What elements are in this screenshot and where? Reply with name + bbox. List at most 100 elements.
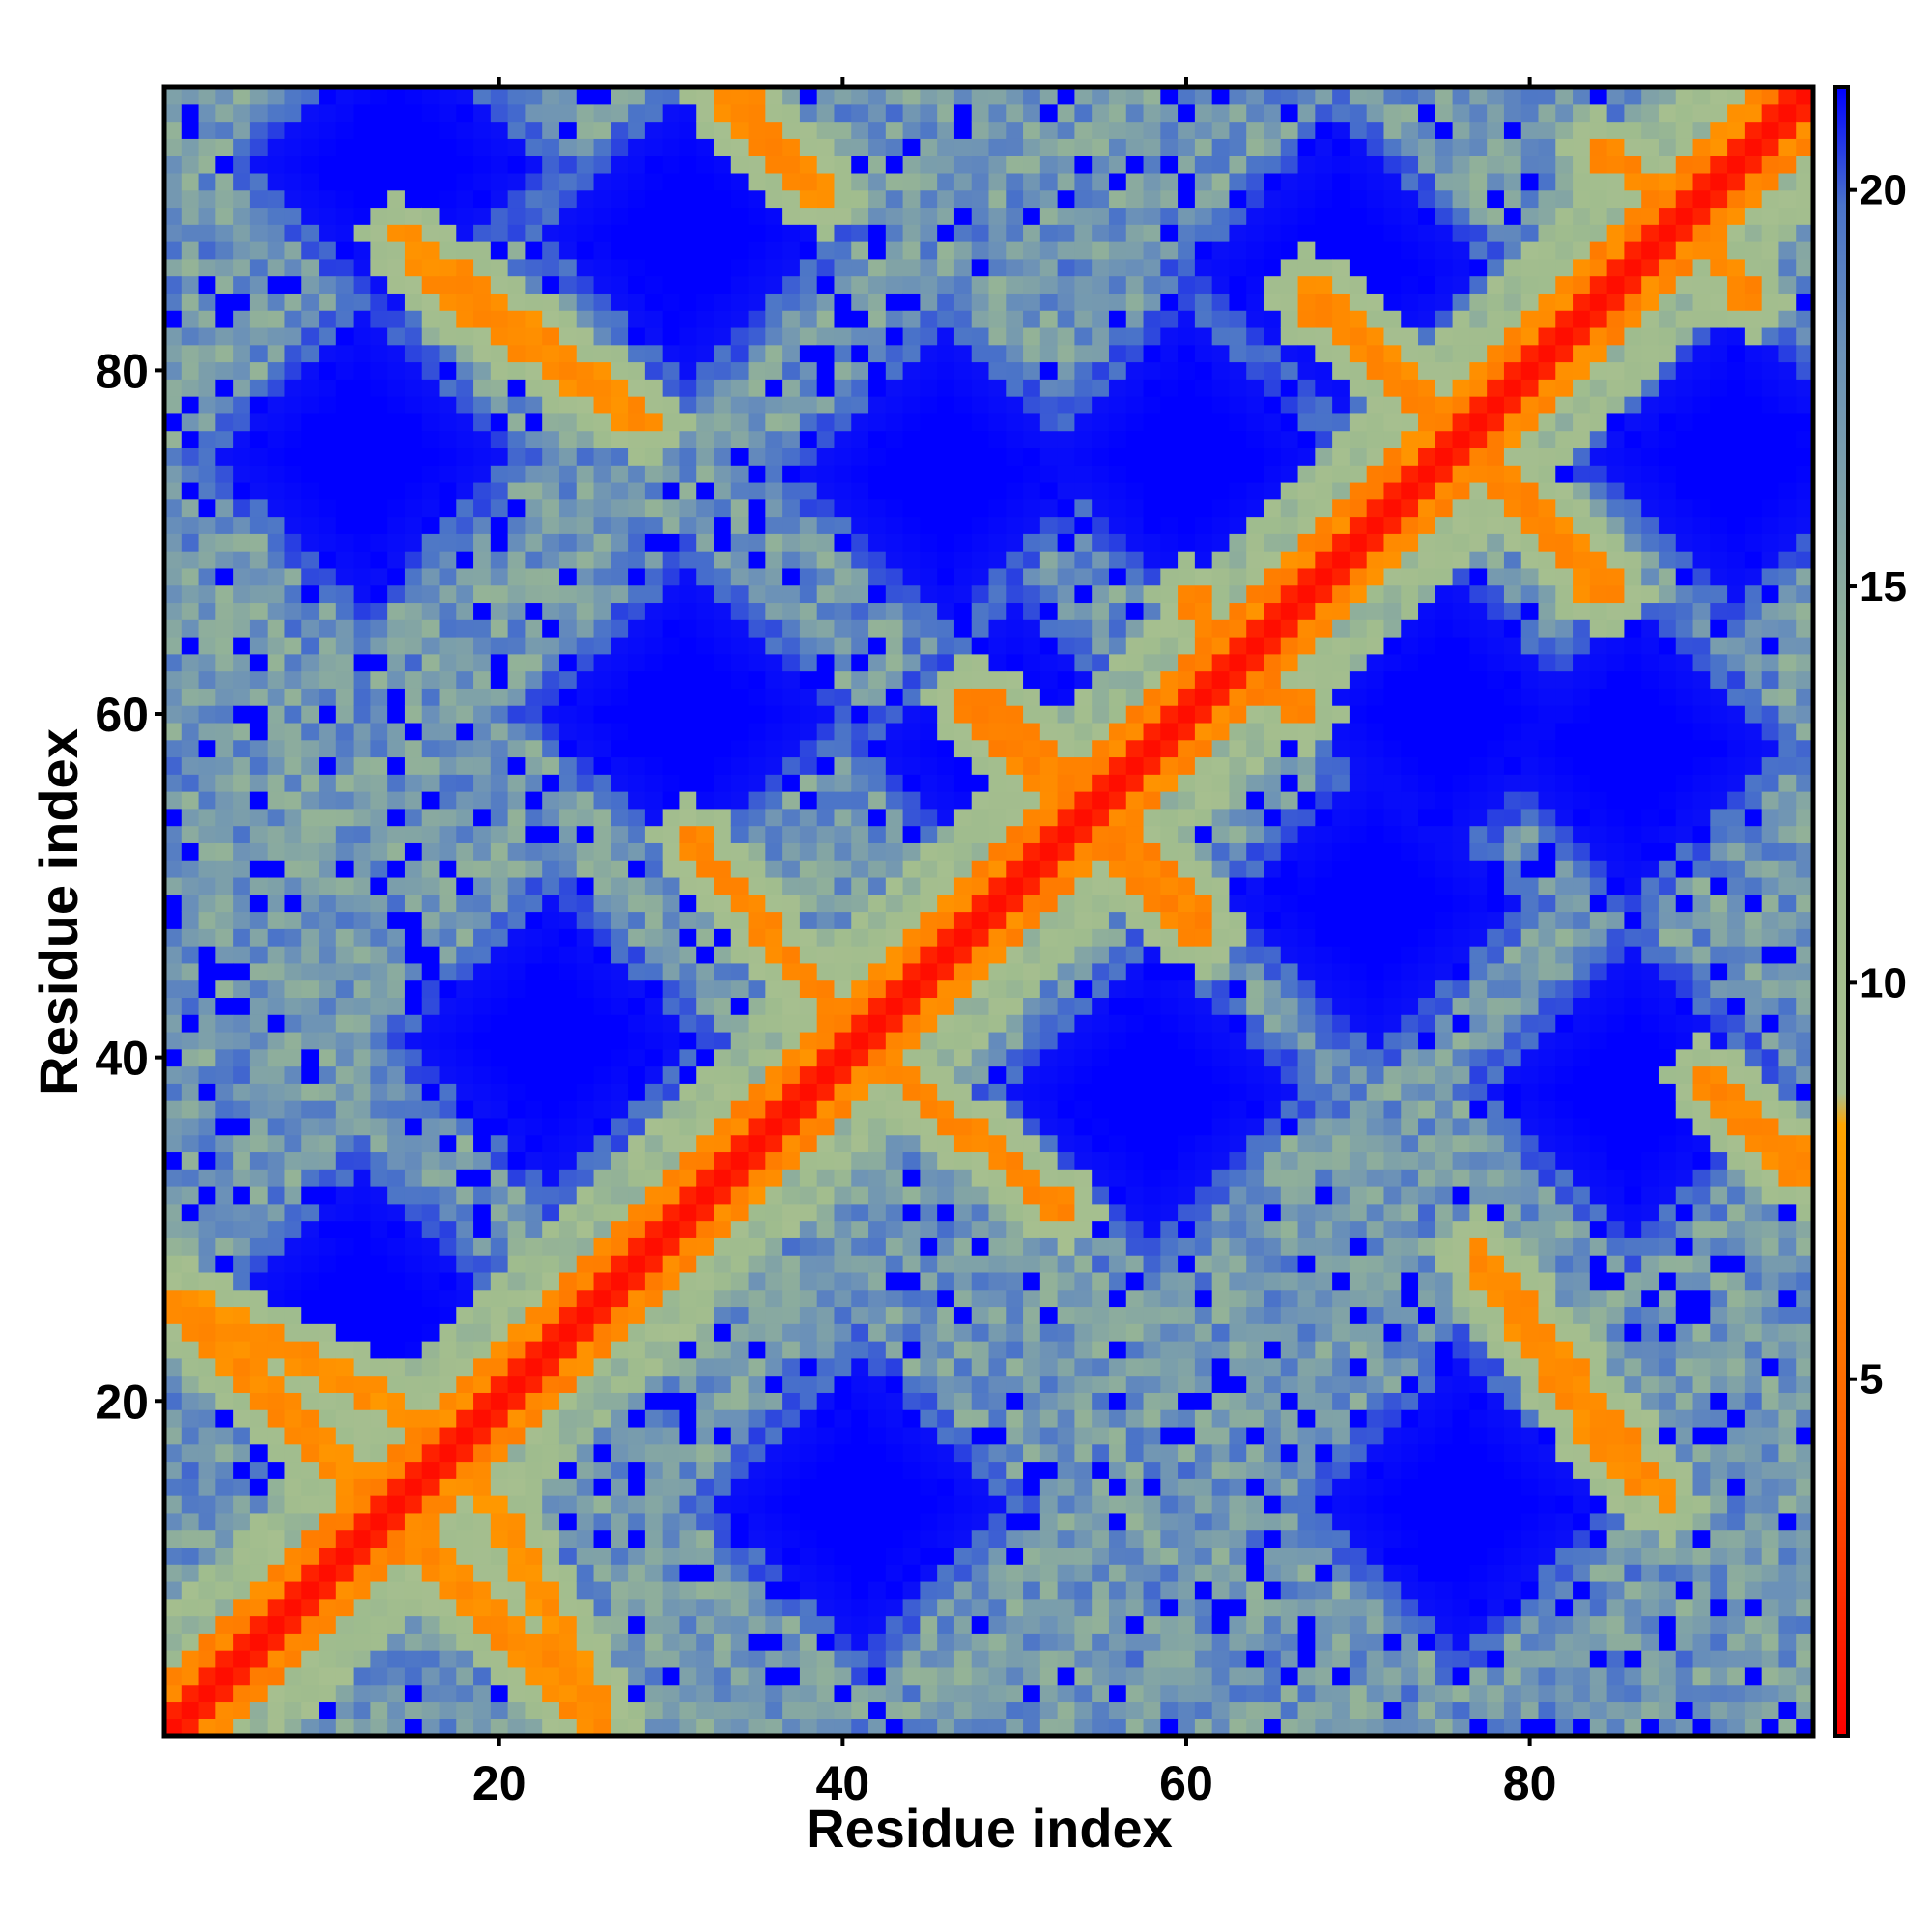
heatmap-cell [611, 379, 629, 397]
heatmap-cell [301, 894, 320, 913]
heatmap-cell [507, 1580, 526, 1600]
heatmap-cell [953, 928, 973, 947]
heatmap-cell [576, 189, 595, 209]
heatmap-cell [181, 876, 200, 895]
heatmap-cell [284, 172, 302, 191]
heatmap-cell [971, 87, 990, 105]
heatmap-cell [198, 1065, 216, 1084]
heatmap-cell [301, 379, 320, 397]
heatmap-cell [335, 584, 355, 604]
heatmap-cell [370, 379, 388, 397]
heatmap-cell [628, 739, 646, 758]
heatmap-cell [696, 533, 715, 552]
heatmap-cell [1057, 1684, 1076, 1703]
heatmap-cell [301, 396, 320, 414]
heatmap-cell [902, 1186, 921, 1205]
heatmap-cell [525, 1547, 543, 1565]
heatmap-cell [611, 876, 629, 895]
heatmap-cell [507, 1633, 526, 1651]
heatmap-cell [953, 121, 973, 139]
heatmap-cell [816, 1666, 836, 1686]
heatmap-cell [490, 516, 509, 534]
heatmap-cell [542, 1065, 560, 1084]
heatmap-cell [164, 465, 183, 483]
heatmap-cell [611, 911, 629, 929]
heatmap-cell [335, 156, 355, 174]
heatmap-cell [679, 1650, 697, 1668]
heatmap-cell [490, 1306, 509, 1324]
heatmap-cell [765, 1169, 783, 1187]
heatmap-cell [319, 808, 337, 827]
heatmap-cell [628, 1426, 646, 1445]
heatmap-cell [198, 1666, 216, 1686]
heatmap-cell [628, 637, 646, 655]
heatmap-cell [301, 1512, 320, 1531]
heatmap-cell [576, 1375, 595, 1393]
heatmap-cell [404, 156, 423, 174]
heatmap-cell [611, 1134, 629, 1153]
heatmap-cell [782, 911, 801, 929]
heatmap-cell [851, 705, 869, 724]
heatmap-cell [439, 1580, 457, 1600]
heatmap-cell [542, 1684, 560, 1703]
heatmap-cell [988, 567, 1007, 586]
heatmap-cell [267, 1031, 286, 1050]
heatmap-cell [1006, 1633, 1024, 1651]
heatmap-cell [558, 156, 578, 174]
heatmap-cell [834, 1083, 852, 1101]
heatmap-cell [611, 808, 629, 827]
heatmap-cell [611, 224, 629, 242]
heatmap-cell [198, 172, 216, 191]
heatmap-cell [593, 1392, 611, 1410]
heatmap-cell [628, 1065, 646, 1084]
heatmap-cell [1023, 1495, 1041, 1514]
heatmap-cell [525, 1306, 543, 1324]
heatmap-cell [1039, 1117, 1059, 1136]
heatmap-cell [730, 1083, 750, 1101]
heatmap-cell [1023, 310, 1041, 328]
heatmap-cell [730, 1357, 750, 1377]
heatmap-cell [937, 1306, 955, 1324]
heatmap-cell [765, 551, 783, 569]
heatmap-cell [971, 1512, 990, 1531]
heatmap-cell [525, 567, 543, 586]
heatmap-cell [696, 1701, 715, 1719]
heatmap-cell [714, 121, 732, 139]
heatmap-cell [284, 756, 302, 775]
heatmap-cell [662, 1014, 681, 1033]
heatmap-cell [267, 242, 286, 260]
heatmap-cell [1006, 980, 1024, 999]
heatmap-cell [439, 1341, 457, 1359]
heatmap-cell [868, 722, 887, 741]
heatmap-cell [439, 1684, 457, 1703]
heatmap-cell [714, 670, 732, 689]
heatmap-cell [953, 327, 973, 346]
heatmap-cell [181, 1134, 200, 1153]
heatmap-cell [851, 825, 869, 843]
heatmap-cell [507, 756, 526, 775]
heatmap-cell [507, 1203, 526, 1222]
heatmap-cell [868, 1203, 887, 1222]
heatmap-cell [233, 928, 251, 947]
heatmap-cell [885, 739, 904, 758]
heatmap-cell [456, 275, 474, 294]
heatmap-cell [799, 1512, 818, 1531]
heatmap-cell [267, 670, 286, 689]
heatmap-cell [816, 1117, 836, 1136]
heatmap-cell [662, 705, 681, 724]
heatmap-cell [971, 774, 990, 792]
heatmap-cell [1023, 928, 1041, 947]
heatmap-cell [902, 156, 921, 174]
heatmap-cell [301, 1065, 320, 1084]
heatmap-cell [902, 962, 921, 981]
heatmap-cell [181, 946, 200, 964]
heatmap-cell [181, 1564, 200, 1582]
heatmap-cell [885, 1547, 904, 1565]
heatmap-cell [404, 138, 423, 156]
heatmap-cell [730, 825, 750, 843]
heatmap-cell [1039, 1461, 1059, 1479]
heatmap-cell [284, 103, 302, 123]
heatmap-cell [937, 1701, 955, 1719]
heatmap-cell [370, 1220, 388, 1238]
heatmap-cell [1023, 860, 1041, 878]
